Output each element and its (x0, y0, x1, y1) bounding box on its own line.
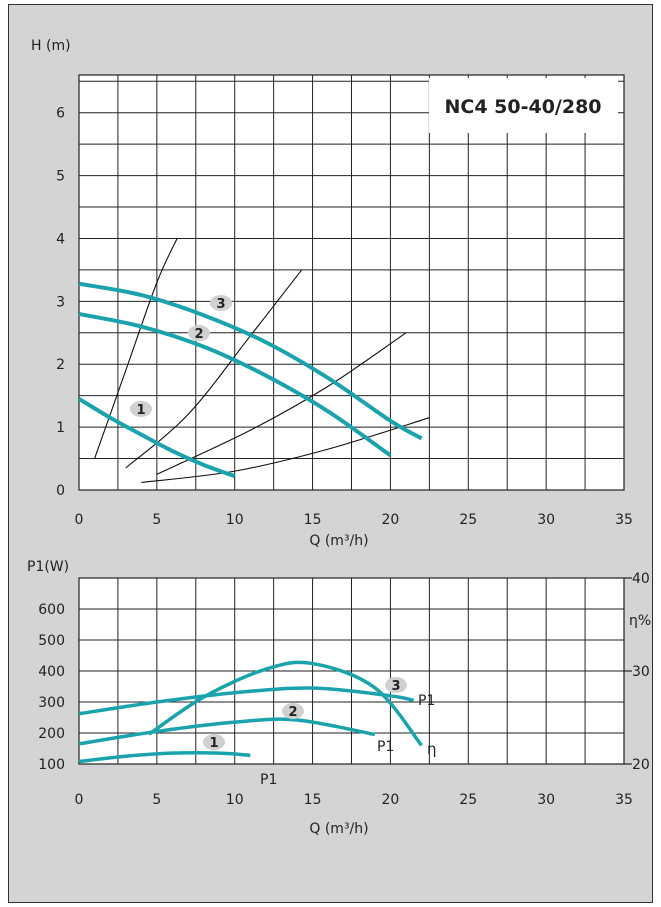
power-x-tick: 0 (75, 792, 84, 808)
power-badge-1: 1 (203, 734, 225, 751)
head-x-axis-label: Q (m³/h) (309, 533, 368, 549)
head-plot-frame (78, 74, 625, 491)
power-y-ticks: 100 200 300 400 500 600 (38, 602, 65, 773)
head-x-tick: 10 (226, 512, 244, 528)
power-badge-label: 2 (288, 705, 297, 720)
head-grid (78, 74, 625, 491)
speed-badge-2: 2 (188, 325, 210, 342)
power-badge-2: 2 (282, 703, 304, 720)
head-curves (77, 238, 430, 484)
pump-model-title: NC4 50-40/280 (444, 96, 601, 118)
efficiency-y-tick: 30 (632, 664, 650, 680)
head-y-tick: 3 (56, 294, 65, 310)
head-x-tick: 20 (382, 512, 400, 528)
head-y-tick: 1 (56, 420, 65, 436)
power-x-tick: 25 (459, 792, 477, 808)
power-badge-label: 3 (391, 679, 400, 694)
power-y-tick: 500 (38, 633, 65, 649)
head-y-ticks: 0 1 2 3 4 5 6 (56, 106, 65, 499)
speed-badge-1: 1 (130, 401, 152, 418)
head-x-tick: 15 (304, 512, 322, 528)
power-x-tick: 20 (382, 792, 400, 808)
system-curve (156, 332, 407, 475)
head-curve-badges: 1 2 3 (130, 295, 232, 418)
head-x-tick: 5 (152, 512, 161, 528)
power-badge-label: 1 (209, 736, 218, 751)
power-curve-badges: 1 2 3 (203, 677, 407, 751)
power-y-tick: 200 (38, 726, 65, 742)
p1-label-1: P1 (260, 772, 277, 788)
power-y-tick: 100 (38, 757, 65, 773)
head-y-tick: 2 (56, 357, 65, 373)
head-x-tick: 30 (537, 512, 555, 528)
power-curve-2 (78, 717, 376, 746)
head-y-tick: 0 (56, 483, 65, 499)
power-x-tick: 10 (226, 792, 244, 808)
system-curve (141, 417, 430, 484)
power-x-tick: 15 (304, 792, 322, 808)
power-y-tick: 400 (38, 664, 65, 680)
power-x-ticks: 0 5 10 15 20 25 30 35 (75, 792, 633, 808)
power-x-axis-label: Q (m³/h) (309, 821, 368, 837)
speed-badge-label: 1 (136, 403, 145, 418)
head-x-tick: 0 (75, 512, 84, 528)
efficiency-curve (148, 660, 423, 747)
speed-badge-label: 3 (216, 297, 225, 312)
p1-label-3: P1 (418, 693, 435, 709)
power-y-axis-label: P1(W) (27, 559, 69, 575)
power-grid (78, 577, 632, 765)
head-y-tick: 5 (56, 169, 65, 185)
power-curves (78, 660, 423, 764)
efficiency-axis-label: η% (629, 613, 651, 629)
power-curve-3 (78, 686, 415, 716)
system-curve (94, 238, 178, 459)
power-chart: P1(W) 0 5 10 15 20 25 30 35 100 200 300 … (27, 559, 651, 837)
eta-label: η (427, 740, 437, 758)
speed-badge-3: 3 (210, 295, 232, 312)
head-x-ticks: 0 5 10 15 20 25 30 35 (75, 512, 633, 528)
efficiency-y-tick: 40 (632, 571, 650, 587)
power-y-tick: 600 (38, 602, 65, 618)
power-curve-labels: P1 P1 P1 η (260, 693, 437, 788)
head-curve-1 (77, 397, 236, 479)
power-x-tick: 30 (537, 792, 555, 808)
pump-curves-chart: H (m) NC4 50-40/280 0 5 10 15 20 25 30 3… (27, 38, 651, 837)
efficiency-y-tick: 20 (632, 757, 650, 773)
p1-label-2: P1 (377, 739, 394, 755)
head-curve-2 (78, 311, 392, 458)
power-badge-3: 3 (385, 677, 407, 694)
pump-datasheet: H (m) NC4 50-40/280 0 5 10 15 20 25 30 3… (8, 4, 653, 903)
efficiency-y-ticks: 20 30 40 (632, 571, 650, 773)
head-x-tick: 25 (459, 512, 477, 528)
power-x-tick: 35 (615, 792, 633, 808)
head-x-tick: 35 (615, 512, 633, 528)
power-curve-1 (78, 751, 251, 764)
power-x-tick: 5 (152, 792, 161, 808)
system-curve (125, 269, 303, 469)
head-y-tick: 4 (56, 231, 65, 247)
head-chart: H (m) NC4 50-40/280 0 5 10 15 20 25 30 3… (31, 38, 633, 549)
head-curve-3 (78, 281, 423, 441)
power-y-tick: 300 (38, 695, 65, 711)
head-y-axis-label: H (m) (31, 38, 71, 54)
speed-badge-label: 2 (194, 327, 203, 342)
title-box (429, 78, 618, 133)
head-y-tick: 6 (56, 106, 65, 122)
